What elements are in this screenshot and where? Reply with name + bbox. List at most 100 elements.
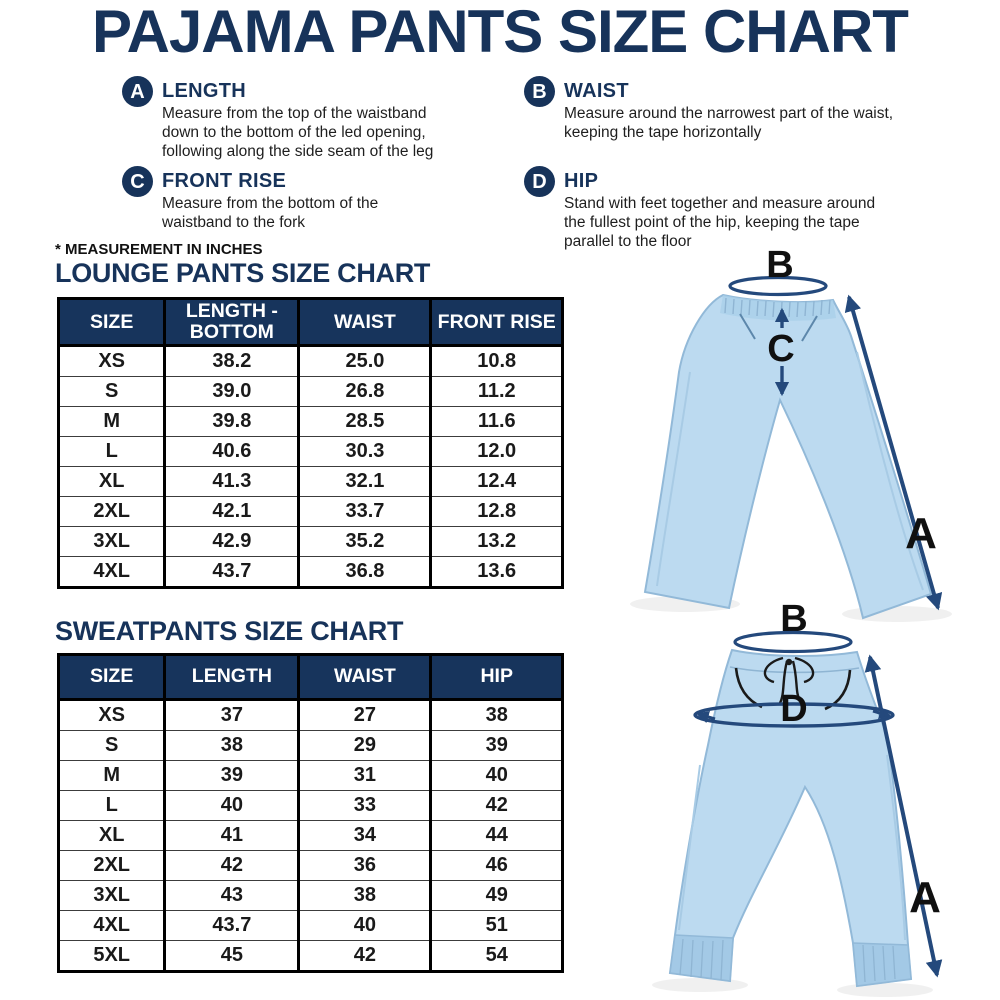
value-cell: 42.9 xyxy=(163,526,301,557)
size-cell: L xyxy=(56,790,167,821)
size-cell: S xyxy=(56,730,167,761)
column-header: HIP xyxy=(429,653,564,701)
value-cell: 12.0 xyxy=(429,436,564,467)
value-cell: 42.1 xyxy=(163,496,301,527)
value-cell: 27 xyxy=(297,699,433,731)
value-cell: 41 xyxy=(163,820,301,851)
value-cell: 39 xyxy=(429,730,564,761)
letter-b-badge: B xyxy=(524,76,555,107)
table-row: 3XL 42.9 35.2 13.2 xyxy=(56,526,564,557)
size-cell: 5XL xyxy=(56,940,167,972)
value-cell: 46 xyxy=(429,850,564,881)
letter-c-badge: C xyxy=(122,166,153,197)
drawstring xyxy=(763,656,815,704)
waist-label: B xyxy=(766,244,793,286)
sweatpants-size-table: SIZE LENGTH WAIST HIP XS 37 27 38 S 38 29 39 M 39 31 4… xyxy=(56,653,564,973)
value-cell: 43.7 xyxy=(163,556,301,588)
waist-measure-ellipse xyxy=(728,275,828,297)
value-cell: 35.2 xyxy=(297,526,433,557)
lounge-table-title: LOUNGE PANTS SIZE CHART xyxy=(55,258,431,288)
size-cell: XL xyxy=(56,820,167,851)
table-row: XS 38.2 25.0 10.8 xyxy=(56,345,564,377)
value-cell: 39.0 xyxy=(163,376,301,407)
table-row: S 39.0 26.8 11.2 xyxy=(56,376,564,407)
page-title: PAJAMA PANTS SIZE CHART xyxy=(92,0,909,65)
table-row: XL 41 34 44 xyxy=(56,820,564,851)
column-header: SIZE xyxy=(56,653,167,701)
badge-letter: B xyxy=(532,80,547,103)
badge-letter: A xyxy=(130,80,145,103)
column-header: LENGTH xyxy=(163,653,301,701)
waist-measure-ellipse xyxy=(733,630,853,654)
definition-description: Measure from the top of the waistband do… xyxy=(162,105,434,160)
hip-label: D xyxy=(780,688,807,730)
definition-description: Measure from the bottom of the waistband… xyxy=(162,195,379,231)
letter-d-badge: D xyxy=(524,166,555,197)
size-cell: S xyxy=(56,376,167,407)
length-arrow xyxy=(864,654,943,978)
size-cell: 4XL xyxy=(56,556,167,588)
size-cell: 3XL xyxy=(56,526,167,557)
value-cell: 40.6 xyxy=(163,436,301,467)
column-header: WAIST xyxy=(297,653,433,701)
definition-hip: D HIP Stand with feet together and measu… xyxy=(524,166,894,252)
sweatpants-table-title: SWEATPANTS SIZE CHART xyxy=(55,616,404,646)
table-row: M 39 31 40 xyxy=(56,760,564,791)
value-cell: 33.7 xyxy=(297,496,433,527)
table-row: XS 37 27 38 xyxy=(56,699,564,731)
table-row: XL 41.3 32.1 12.4 xyxy=(56,466,564,497)
badge-letter: C xyxy=(130,170,145,193)
right-cuff xyxy=(852,942,912,987)
table-row: 3XL 43 38 49 xyxy=(56,880,564,911)
length-label: A xyxy=(909,873,941,922)
value-cell: 29 xyxy=(297,730,433,761)
column-header: FRONT RISE xyxy=(429,296,564,348)
value-cell: 42 xyxy=(429,790,564,821)
value-cell: 13.2 xyxy=(429,526,564,557)
definition-title: LENGTH xyxy=(162,80,247,102)
value-cell: 26.8 xyxy=(297,376,433,407)
table-row: 4XL 43.7 40 51 xyxy=(56,910,564,941)
value-cell: 33 xyxy=(297,790,433,821)
definition-title: FRONT RISE xyxy=(162,170,287,192)
length-label: A xyxy=(905,509,937,558)
value-cell: 36.8 xyxy=(297,556,433,588)
table-row: L 40 33 42 xyxy=(56,790,564,821)
size-cell: 2XL xyxy=(56,496,167,527)
value-cell: 11.6 xyxy=(429,406,564,437)
units-note: * MEASUREMENT IN INCHES xyxy=(55,241,263,258)
sweatpants-illustration xyxy=(652,648,933,997)
lounge-measure-annotations: B C A xyxy=(728,244,943,611)
value-cell: 39.8 xyxy=(163,406,301,437)
value-cell: 43.7 xyxy=(163,910,301,941)
size-cell: XS xyxy=(56,345,167,377)
value-cell: 38 xyxy=(163,730,301,761)
lounge-size-table: SIZE LENGTH - BOTTOM WAIST FRONT RISE XS 38.… xyxy=(56,296,564,590)
value-cell: 40 xyxy=(429,760,564,791)
value-cell: 11.2 xyxy=(429,376,564,407)
size-cell: XS xyxy=(56,699,167,731)
value-cell: 43 xyxy=(163,880,301,911)
column-header: LENGTH - BOTTOM xyxy=(163,296,301,348)
table-row: 5XL 45 42 54 xyxy=(56,940,564,972)
value-cell: 12.4 xyxy=(429,466,564,497)
definition-front-rise: C FRONT RISE Measure from the bottom of … xyxy=(122,166,422,233)
table-row: 2XL 42 36 46 xyxy=(56,850,564,881)
badge-letter: D xyxy=(532,170,547,193)
value-cell: 38 xyxy=(429,699,564,731)
value-cell: 13.6 xyxy=(429,556,564,588)
hip-arrow-left xyxy=(696,710,716,724)
size-cell: L xyxy=(56,436,167,467)
value-cell: 54 xyxy=(429,940,564,972)
value-cell: 34 xyxy=(297,820,433,851)
value-cell: 38 xyxy=(297,880,433,911)
value-cell: 51 xyxy=(429,910,564,941)
value-cell: 41.3 xyxy=(163,466,301,497)
header-row: SIZE LENGTH - BOTTOM WAIST FRONT RISE xyxy=(56,296,564,348)
definition-title: HIP xyxy=(564,170,599,192)
size-cell: 3XL xyxy=(56,880,167,911)
definition-waist: B WAIST Measure around the narrowest par… xyxy=(524,76,904,143)
value-cell: 32.1 xyxy=(297,466,433,497)
value-cell: 40 xyxy=(297,910,433,941)
